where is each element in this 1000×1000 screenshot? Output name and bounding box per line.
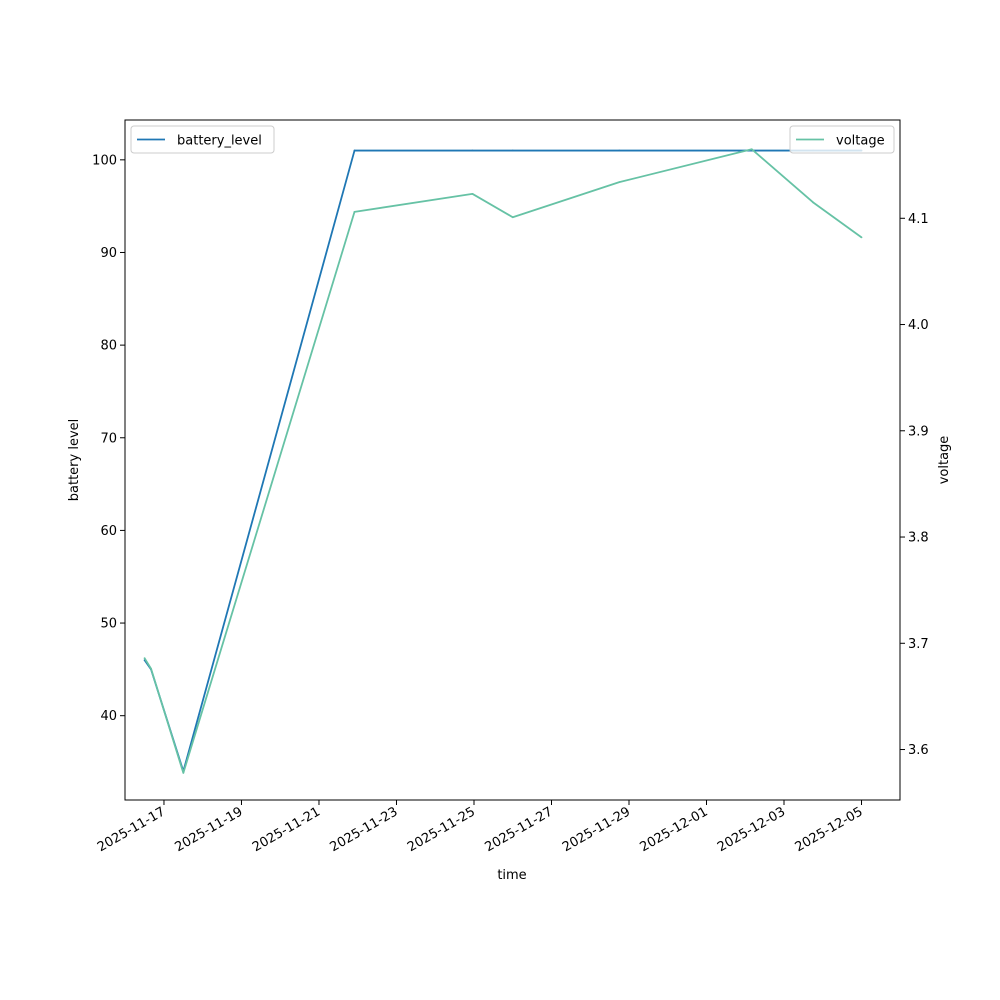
data-point-battery-level	[471, 149, 474, 152]
data-point-voltage	[353, 211, 356, 213]
data-point-voltage	[471, 192, 474, 195]
data-point-battery-level	[353, 149, 356, 152]
y2-tick-label: 3.8	[908, 531, 929, 546]
y-axis-label: battery level	[67, 419, 82, 502]
plot-frame	[124, 119, 901, 801]
legend-box	[130, 125, 275, 154]
y-tick-label: 50	[100, 617, 117, 632]
data-point-voltage	[143, 657, 146, 660]
data-point-voltage	[860, 236, 863, 239]
plot-area	[143, 148, 863, 774]
legend-box	[789, 125, 895, 154]
y2-tick-label: 4.1	[908, 212, 929, 227]
data-point-battery-level	[511, 149, 514, 152]
y-tick-label: 100	[92, 153, 117, 168]
y2-tick-label: 3.9	[908, 424, 929, 439]
legend-label: voltage	[836, 134, 885, 149]
y2-tick-label: 3.6	[908, 743, 929, 758]
data-point-voltage	[618, 181, 621, 184]
legend-upper-right: voltage	[789, 125, 895, 154]
y-axis-left: 40 50 60 70 80 90 100	[92, 153, 125, 724]
y-tick-label: 40	[100, 709, 117, 724]
legend-label: battery_level	[177, 134, 262, 149]
y2-tick-label: 3.7	[908, 637, 929, 652]
x-axis-label: time	[497, 868, 526, 883]
y-tick-label: 60	[100, 524, 117, 539]
data-point-voltage	[750, 148, 753, 151]
data-point-voltage	[182, 772, 185, 774]
data-point-voltage	[511, 216, 514, 219]
legends: battery_level voltage	[130, 125, 895, 154]
legend-upper-left: battery_level	[130, 125, 275, 154]
data-point-voltage	[150, 667, 152, 670]
y2-tick-label: 4.0	[908, 318, 929, 333]
y-tick-label: 90	[100, 246, 117, 261]
y-tick-label: 80	[100, 339, 117, 354]
data-point-voltage	[812, 201, 814, 204]
data-point-battery-level	[618, 149, 621, 152]
y-axis-right: 3.6 3.7 3.8 3.9 4.0 4.1	[900, 212, 929, 758]
y-tick-label: 70	[100, 431, 117, 446]
y2-axis-label: voltage	[937, 436, 952, 485]
series-line-voltage	[143, 148, 863, 774]
